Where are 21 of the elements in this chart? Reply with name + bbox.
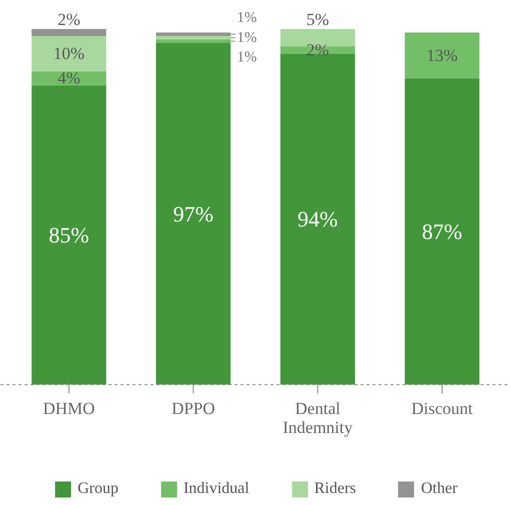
x-tick-label: Dental Indemnity [282,398,354,437]
x-tick-label: DPPO [172,398,216,418]
data-label: 1% [236,30,257,46]
data-label: 97% [173,201,214,226]
legend-label: Group [78,480,118,498]
data-label: 1% [236,49,257,66]
data-label: 1% [236,10,257,26]
data-label: 10% [53,44,85,64]
data-label: 2% [306,40,330,60]
x-tick-label: DHMO [42,398,95,418]
data-label: 2% [58,10,80,29]
x-tick-label: Discount [411,398,474,418]
legend-label: Riders [314,480,356,498]
legend-label: Individual [183,480,250,498]
data-label: 5% [306,10,330,29]
data-label: 87% [422,218,462,244]
data-label: 13% [426,46,458,65]
legend-label: Other [421,480,458,498]
data-label: 85% [48,222,90,248]
data-label: 94% [298,206,338,232]
data-label: 4% [58,68,80,88]
